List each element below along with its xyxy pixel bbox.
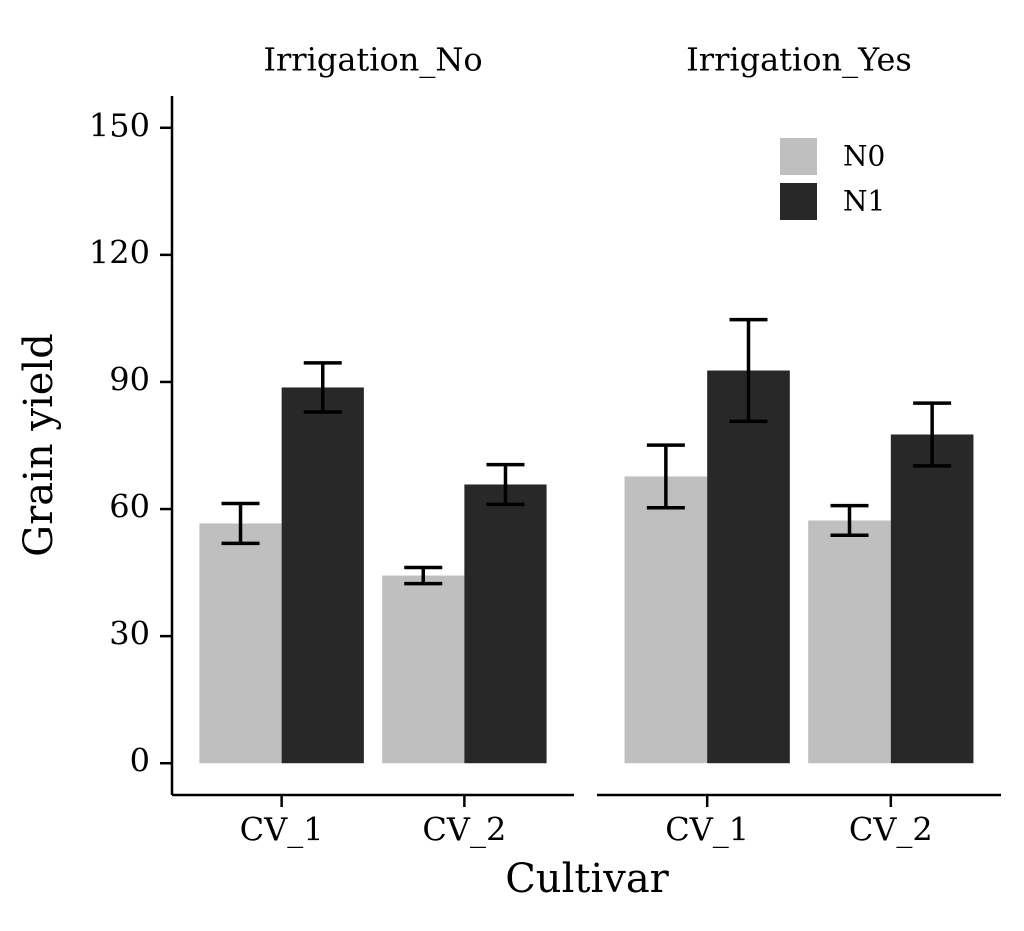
- error-bar: [404, 565, 443, 586]
- facet-title: Irrigation_No: [263, 41, 482, 79]
- y-tick-label: 150: [89, 106, 150, 144]
- bar: [890, 434, 974, 764]
- legend-swatch: [780, 138, 817, 175]
- error-bar: [646, 443, 685, 510]
- facet-title: Irrigation_Yes: [686, 41, 912, 79]
- x-tick-label: CV_1: [240, 811, 324, 849]
- error-bar: [830, 503, 869, 538]
- bar: [808, 520, 891, 764]
- y-axis-title: Grain yield: [16, 333, 62, 557]
- bar: [199, 523, 282, 764]
- x-tick-label: CV_2: [849, 811, 933, 849]
- error-bar: [486, 462, 525, 507]
- bar: [707, 370, 790, 764]
- y-tick-label: 30: [109, 615, 150, 653]
- x-tick-label: CV_1: [665, 811, 749, 849]
- x-axis-title: Cultivar: [505, 856, 669, 902]
- bar: [281, 387, 364, 764]
- error-bar: [221, 501, 260, 546]
- y-tick-label: 90: [109, 360, 150, 398]
- bar: [624, 476, 708, 764]
- legend-label: N1: [843, 185, 885, 218]
- error-bar: [729, 317, 768, 424]
- y-tick-label: 0: [130, 742, 150, 780]
- bar: [464, 484, 547, 764]
- y-tick-label: 60: [109, 488, 150, 526]
- bar: [382, 575, 465, 764]
- x-tick-label: CV_2: [422, 811, 506, 849]
- error-bar: [303, 361, 342, 414]
- y-tick-label: 120: [89, 233, 150, 271]
- legend-label: N0: [843, 140, 885, 173]
- error-bar: [913, 401, 952, 468]
- legend-swatch: [780, 183, 817, 220]
